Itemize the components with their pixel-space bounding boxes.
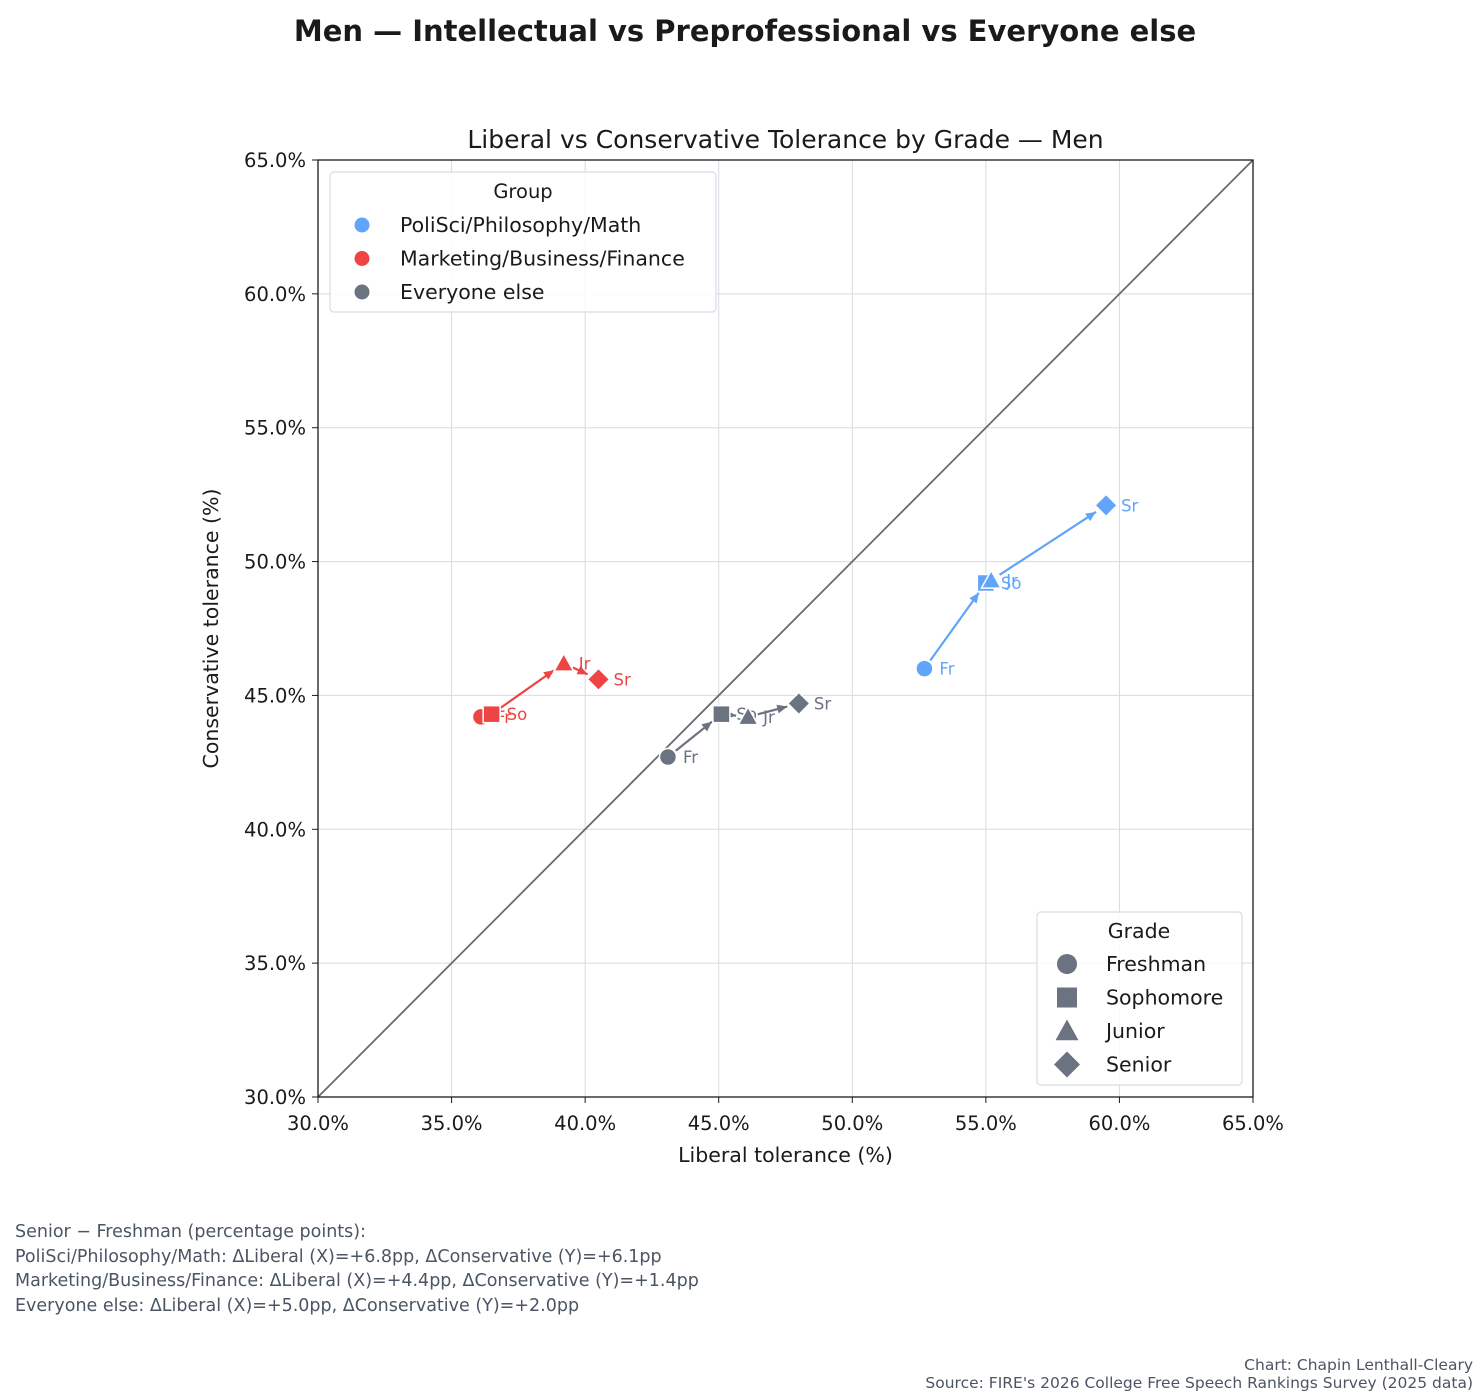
legend-grade-entry: Junior (1104, 1019, 1165, 1043)
arrow-head (576, 666, 588, 675)
scatter-chart: 30.0% 30.0% 35.0% 35.0% 40.0% 40.0% 45.0% 45.0%… (199, 125, 1284, 1167)
x-tick-label: 65.0% (1222, 1112, 1284, 1135)
x-tick-label: 35.0% (421, 1112, 483, 1135)
source-credit: Source: FIRE's 2026 College Free Speech … (925, 1374, 1473, 1392)
legend-grade-swatch (1054, 1051, 1080, 1078)
plot-frame (317, 159, 1254, 1098)
y-axis-label: Conservative tolerance (%) (199, 488, 223, 768)
legend-grade-swatch (1055, 1019, 1079, 1041)
chart-title: Liberal vs Conservative Tolerance by Gra… (467, 125, 1103, 154)
note-line: Everyone else: ΔLiberal (X)=+5.0pp, ΔCon… (15, 1295, 580, 1316)
point-label: Sr (1121, 496, 1138, 515)
data-point-jr (980, 568, 1003, 589)
point-label: Jr (578, 654, 591, 673)
legend-grade-entry: Senior (1106, 1053, 1172, 1077)
y-tick-label: 40.0% (244, 818, 306, 841)
credits: Chart: Chapin Lenthall-Cleary Source: FI… (925, 1356, 1473, 1392)
legend-grade-box (1036, 911, 1243, 1086)
point-label: So (507, 705, 528, 724)
arrow-head (701, 721, 713, 732)
data-point-fr (658, 747, 678, 767)
point-label: Jr (1005, 571, 1018, 590)
data-point-jr (737, 705, 760, 726)
diagonal-line (317, 159, 1254, 1098)
legend-group-swatch (354, 284, 370, 300)
legend-group (329, 171, 717, 313)
y-tick-label: 45.0% (244, 684, 306, 707)
legend-grade (1036, 911, 1243, 1086)
note-line: PoliSci/Philosophy/Math: ΔLiberal (X)=+6… (15, 1246, 662, 1267)
x-tick-label: 30.0% (287, 1112, 349, 1135)
legend-grade-entry: Freshman (1106, 952, 1206, 976)
note-line: Marketing/Business/Finance: ΔLiberal (X)… (15, 1271, 699, 1291)
x-tick-label: 50.0% (821, 1112, 883, 1135)
legend-group-entry: Marketing/Business/Finance (400, 247, 685, 271)
legend-grade-swatch (1057, 954, 1077, 974)
data-point-fr (915, 659, 934, 678)
y-tick-label: 50.0% (244, 551, 306, 574)
point-label: Jr (762, 708, 775, 727)
data-point-so (482, 704, 501, 724)
series-0 (929, 510, 1097, 662)
x-tick-label: 40.0% (554, 1112, 616, 1135)
y-tick-label: 65.0% (244, 149, 306, 172)
figure-title: Men — Intellectual vs Preprofessional vs… (293, 14, 1197, 48)
trajectory-arrow (929, 592, 980, 662)
trajectory-arrow (499, 669, 555, 710)
delta-notes: Senior − Freshman (percentage points): P… (15, 1220, 699, 1318)
x-tick-label: 60.0% (1088, 1112, 1150, 1135)
y-tick-label: 60.0% (244, 283, 306, 306)
chart-credit: Chart: Chapin Lenthall-Cleary (1244, 1356, 1473, 1374)
legend-group-title: Group (493, 180, 552, 203)
legend-grade-title: Grade (1108, 919, 1171, 943)
x-tick-label: 45.0% (688, 1112, 750, 1135)
data-point-sr (1093, 493, 1119, 518)
point-label: Sr (814, 694, 831, 713)
notes-title: Senior − Freshman (percentage points): (15, 1222, 367, 1242)
x-axis-label: Liberal tolerance (%) (678, 1143, 893, 1167)
data-point-sr (586, 667, 611, 692)
legend-group-entry: PoliSci/Philosophy/Math (400, 213, 641, 237)
legend-group-box (329, 171, 717, 313)
y-tick-label: 35.0% (244, 952, 306, 975)
y-tick-label: 55.0% (244, 417, 306, 440)
legend-grade-swatch (1057, 987, 1077, 1008)
point-label: Sr (614, 670, 631, 689)
series-1 (499, 666, 589, 710)
legend-group-swatch (354, 217, 370, 233)
trajectory-arrow (998, 510, 1097, 576)
legend-group-swatch (354, 251, 370, 266)
x-tick-label: 55.0% (955, 1112, 1017, 1135)
arrow-head (1085, 511, 1097, 522)
point-label: Fr (939, 660, 954, 679)
data-point-sr (786, 691, 811, 716)
point-label: So (1001, 574, 1022, 593)
arrow-head (543, 670, 554, 680)
y-tick-label: 30.0% (244, 1086, 306, 1109)
arrow-head (776, 704, 788, 714)
legend-grade-entry: Sophomore (1106, 986, 1223, 1010)
arrow-head (969, 592, 979, 604)
data-point-so (712, 704, 731, 724)
point-label: Fr (683, 748, 698, 767)
data-point-jr (552, 651, 575, 672)
legend-group-entry: Everyone else (400, 280, 545, 304)
